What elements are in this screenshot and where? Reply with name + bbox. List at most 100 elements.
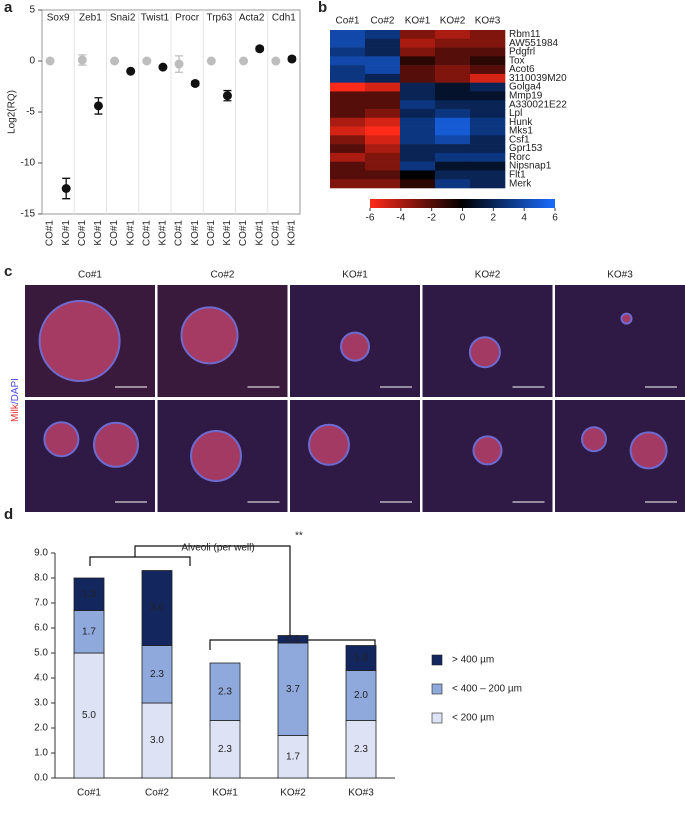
alveolus	[93, 421, 139, 468]
heatmap-cell	[470, 30, 506, 40]
heatmap-cell	[470, 135, 506, 145]
heatmap-cell	[400, 38, 436, 48]
y-tick-label: 9.0	[34, 548, 48, 559]
heatmap-cell	[470, 56, 506, 66]
y-tick-label: 6.0	[34, 623, 48, 634]
point	[77, 55, 87, 65]
bar-segment	[277, 642, 309, 736]
y-tick-label: -15	[21, 209, 36, 220]
column-label: KO#2	[440, 16, 466, 27]
heatmap-cell	[470, 179, 506, 189]
heatmap-cell	[365, 135, 401, 145]
heatmap-cell	[330, 91, 366, 101]
x-tick-label: CO#1	[109, 220, 120, 247]
heatmap-cell	[365, 100, 401, 110]
heatmap-cell	[435, 126, 471, 136]
point	[158, 62, 168, 72]
heatmap-cell	[365, 109, 401, 119]
row-label: Hunk	[509, 117, 533, 128]
heatmap-cell	[365, 38, 401, 48]
y-tick-label: 0	[29, 56, 35, 67]
x-tick-label: KO#1	[287, 220, 298, 246]
column-label: KO#3	[475, 16, 501, 27]
row-label: Mks1	[509, 126, 533, 137]
x-tick-label: KO#3	[348, 788, 374, 799]
stain-label: Milk/DAPI	[10, 378, 21, 422]
group-label: Cdh1	[272, 13, 296, 24]
legend-swatch	[431, 683, 443, 695]
point	[206, 56, 216, 66]
bar-segment	[73, 577, 105, 611]
heatmap-cell	[400, 56, 436, 66]
stain-dapi: /DAPI	[10, 378, 21, 404]
point	[271, 56, 281, 66]
point	[190, 78, 200, 88]
stain-milk: Milk	[10, 403, 21, 422]
heatmap-cell	[365, 65, 401, 75]
x-tick-label: CO#1	[206, 220, 217, 247]
row-label: Lpl	[509, 108, 522, 119]
heatmap-cell	[330, 170, 366, 180]
column-label: KO#1	[405, 16, 431, 27]
heatmap-cell	[470, 91, 506, 101]
heatmap-cell	[435, 152, 471, 162]
y-tick-label: 7.0	[34, 598, 48, 609]
image-column-label: Co#2	[211, 270, 235, 281]
alveolus	[340, 331, 370, 362]
heatmap-cell	[330, 109, 366, 119]
heatmap-cell	[365, 144, 401, 154]
group-label: Procr	[175, 13, 200, 24]
value-label: 1.0	[354, 653, 368, 664]
heatmap-cell	[365, 73, 401, 83]
bar-segment	[345, 645, 377, 671]
heatmap-cell	[435, 144, 471, 154]
point	[255, 44, 265, 54]
bar-segment	[277, 635, 309, 644]
point	[126, 66, 136, 76]
colorbar-tick-label: -4	[396, 213, 405, 224]
point	[287, 54, 297, 64]
y-tick-label: -5	[26, 107, 35, 118]
heatmap-cell	[330, 152, 366, 162]
colorbar-tick-label: -6	[366, 213, 375, 224]
colorbar-tick-label: 0	[460, 213, 466, 224]
x-tick-label: Co#2	[145, 788, 169, 799]
heatmap-cell	[330, 30, 366, 40]
value-label: 2.3	[150, 669, 164, 680]
heatmap-cell	[435, 135, 471, 145]
heatmap-cell	[330, 82, 366, 92]
bar-segment	[209, 662, 241, 721]
row-label: Flt1	[509, 169, 526, 180]
x-tick-label: CO#1	[141, 220, 152, 247]
value-label: 2.3	[218, 686, 232, 697]
heatmap-cell	[435, 73, 471, 83]
value-label: 1.7	[82, 626, 96, 637]
alveolus	[308, 423, 350, 466]
heatmap-cell	[470, 109, 506, 119]
micrograph	[555, 285, 685, 397]
heatmap-cell	[330, 126, 366, 136]
alveolus	[629, 431, 668, 470]
heatmap-cell	[400, 65, 436, 75]
heatmap-cell	[330, 117, 366, 127]
heatmap-cell	[470, 100, 506, 110]
bar-segment	[345, 670, 377, 721]
value-label: 1.3	[82, 589, 96, 600]
y-tick-label: 4.0	[34, 673, 48, 684]
row-label: Rorc	[509, 152, 530, 163]
heatmap-cell	[435, 179, 471, 189]
row-label: Golga4	[509, 82, 542, 93]
heatmap-cell	[330, 65, 366, 75]
alveolus	[43, 421, 80, 458]
heatmap-cell	[400, 144, 436, 154]
alveolus	[472, 435, 503, 466]
group-label: Zeb1	[79, 13, 102, 24]
y-tick-label: 1.0	[34, 748, 48, 759]
y-axis-label: Log2(RQ)	[7, 90, 18, 134]
heatmap-cell	[435, 65, 471, 75]
alveolus	[180, 306, 239, 365]
heatmap-cell	[400, 73, 436, 83]
row-label: Mmp19	[509, 90, 543, 101]
alveolus	[38, 300, 121, 382]
